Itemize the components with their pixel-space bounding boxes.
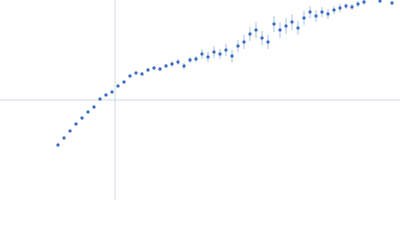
data-point (158, 67, 162, 71)
data-point (296, 26, 300, 30)
data-point (230, 54, 234, 58)
data-point (224, 48, 228, 52)
data-point (350, 5, 354, 9)
data-point (152, 66, 156, 70)
data-point (104, 93, 108, 97)
data-point (86, 110, 90, 114)
data-point (122, 80, 126, 84)
data-point (236, 44, 240, 48)
data-point (332, 8, 336, 12)
data-point (116, 84, 120, 88)
data-point (56, 143, 60, 147)
data-point (98, 97, 102, 101)
data-point (356, 2, 360, 6)
data-point (284, 24, 288, 28)
data-point (362, 0, 366, 4)
data-point (278, 28, 282, 32)
data-point (290, 20, 294, 24)
data-point (80, 116, 84, 120)
data-point (62, 136, 66, 140)
data-point (338, 6, 342, 10)
data-point (140, 72, 144, 76)
data-point (200, 52, 204, 56)
data-point (74, 122, 78, 126)
data-point (110, 90, 114, 94)
data-point (134, 71, 138, 75)
data-point (320, 10, 324, 14)
data-point (128, 74, 132, 78)
data-point (194, 57, 198, 61)
data-point (390, 1, 394, 5)
data-point (248, 32, 252, 36)
data-point (212, 50, 216, 54)
data-point (302, 16, 306, 20)
data-point (182, 64, 186, 68)
data-point (378, 0, 382, 3)
data-point (326, 12, 330, 16)
data-point (92, 105, 96, 109)
data-point (146, 68, 150, 72)
data-point (188, 58, 192, 62)
data-point (272, 22, 276, 26)
data-point (242, 40, 246, 44)
data-point (344, 4, 348, 8)
data-point (254, 28, 258, 32)
data-point (176, 60, 180, 64)
data-point (266, 40, 270, 44)
data-point (68, 129, 72, 133)
data-point (260, 36, 264, 40)
data-point (308, 10, 312, 14)
data-point (164, 64, 168, 68)
chart (0, 0, 400, 200)
data-point (170, 62, 174, 66)
data-point (218, 52, 222, 56)
data-point (314, 14, 318, 18)
data-point (206, 55, 210, 59)
